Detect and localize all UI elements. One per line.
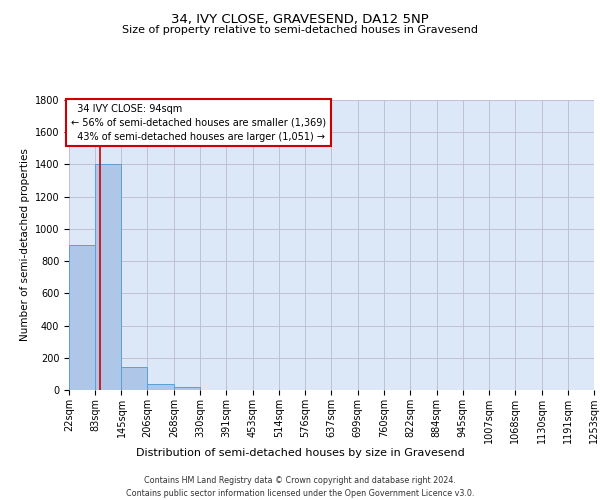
Text: Contains HM Land Registry data © Crown copyright and database right 2024.
Contai: Contains HM Land Registry data © Crown c…: [126, 476, 474, 498]
Text: Distribution of semi-detached houses by size in Gravesend: Distribution of semi-detached houses by …: [136, 448, 464, 458]
Bar: [121, 368, 148, 390]
Text: 34, IVY CLOSE, GRAVESEND, DA12 5NP: 34, IVY CLOSE, GRAVESEND, DA12 5NP: [171, 12, 429, 26]
Text: Size of property relative to semi-detached houses in Gravesend: Size of property relative to semi-detach…: [122, 25, 478, 35]
Bar: [95, 164, 121, 390]
Bar: [148, 384, 174, 390]
Bar: [174, 387, 200, 390]
Text: 34 IVY CLOSE: 94sqm
← 56% of semi-detached houses are smaller (1,369)
  43% of s: 34 IVY CLOSE: 94sqm ← 56% of semi-detach…: [71, 104, 326, 142]
Bar: [69, 245, 95, 390]
Y-axis label: Number of semi-detached properties: Number of semi-detached properties: [20, 148, 31, 342]
